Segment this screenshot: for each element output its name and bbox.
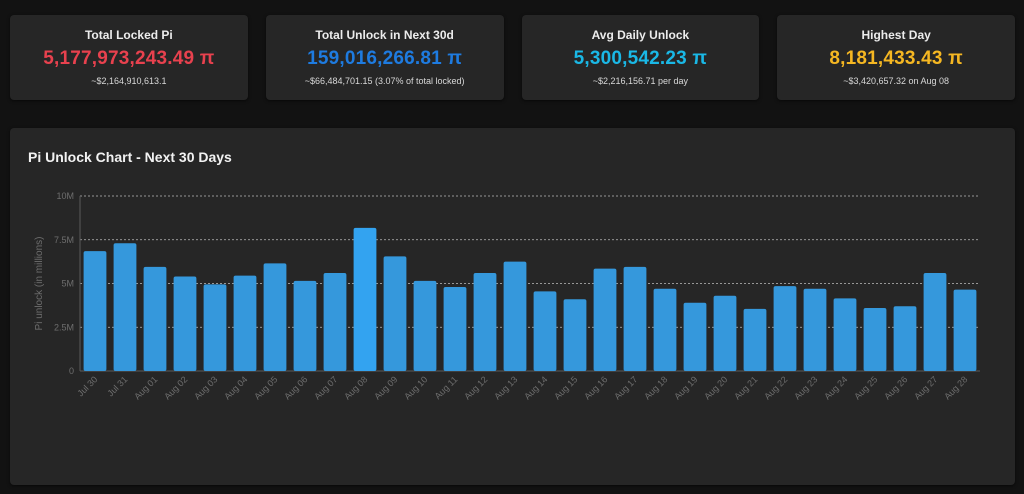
card-value: 5,300,542.23 π xyxy=(573,48,708,69)
bar xyxy=(323,273,347,371)
y-tick-label: 5M xyxy=(61,279,74,289)
bar xyxy=(563,299,587,371)
y-tick-label: 2.5M xyxy=(54,322,74,332)
bar xyxy=(713,295,737,371)
bar xyxy=(863,308,887,371)
x-tick-label: Aug 28 xyxy=(942,374,969,401)
card-title: Highest Day xyxy=(861,28,931,42)
bar xyxy=(113,243,137,371)
bar xyxy=(653,288,677,371)
card-value: 8,181,433.43 π xyxy=(829,48,963,69)
x-tick-label: Aug 01 xyxy=(132,374,159,401)
bar xyxy=(593,268,617,371)
y-tick-label: 0 xyxy=(69,366,74,376)
card-total-unlock-30d: Total Unlock in Next 30d 159,016,266.81 … xyxy=(265,15,504,100)
summary-cards: Total Locked Pi 5,177,973,243.49 π ~$2,1… xyxy=(10,15,1015,100)
x-tick-label: Aug 25 xyxy=(852,374,879,401)
x-tick-label: Aug 27 xyxy=(912,374,939,401)
bar xyxy=(833,298,857,371)
x-tick-label: Aug 16 xyxy=(582,374,609,401)
x-tick-label: Aug 20 xyxy=(702,374,729,401)
bar xyxy=(83,251,107,371)
x-tick-label: Aug 17 xyxy=(612,374,639,401)
x-tick-label: Aug 09 xyxy=(372,374,399,401)
x-tick-label: Aug 02 xyxy=(162,374,189,401)
x-tick-label: Aug 11 xyxy=(433,374,460,401)
bar xyxy=(893,306,917,371)
card-value: 159,016,266.81 π xyxy=(307,48,463,69)
bar xyxy=(203,284,227,371)
card-title: Total Unlock in Next 30d xyxy=(315,28,454,42)
bar xyxy=(743,308,767,371)
bar xyxy=(773,286,797,371)
bar xyxy=(953,289,977,371)
card-subtext: ~$2,216,156.71 per day xyxy=(592,76,689,86)
x-tick-label: Aug 05 xyxy=(252,374,279,401)
bar xyxy=(233,275,257,371)
x-tick-label: Aug 03 xyxy=(192,374,219,401)
bar xyxy=(173,276,197,371)
x-tick-label: Aug 18 xyxy=(642,374,669,401)
card-subtext: ~$3,420,657.32 on Aug 08 xyxy=(843,76,950,86)
bar xyxy=(683,302,707,371)
x-tick-label: Aug 23 xyxy=(792,374,819,401)
chart-panel: Pi Unlock Chart - Next 30 Days 0 2.5M 5M 7.… xyxy=(10,128,1015,485)
x-tick-label: Aug 13 xyxy=(492,374,519,401)
bar xyxy=(383,256,407,371)
card-highest-day: Highest Day 8,181,433.43 π ~$3,420,657.3… xyxy=(777,15,1015,100)
y-tick-label: 10M xyxy=(56,191,74,201)
x-tick-label: Jul 31 xyxy=(105,374,129,398)
bar xyxy=(803,288,827,371)
bar xyxy=(533,291,557,371)
card-subtext: ~$66,484,701.15 (3.07% of total locked) xyxy=(304,76,465,86)
x-tick-label: Aug 06 xyxy=(282,374,309,401)
card-title: Avg Daily Unlock xyxy=(591,28,690,42)
x-tick-label: Aug 12 xyxy=(462,374,489,401)
card-avg-daily-unlock: Avg Daily Unlock 5,300,542.23 π ~$2,216,… xyxy=(521,15,760,100)
bar xyxy=(353,227,377,371)
bar xyxy=(473,273,497,371)
bar xyxy=(413,280,437,371)
card-title: Total Locked Pi xyxy=(84,28,173,42)
card-subtext: ~$2,164,910,613.1 xyxy=(91,76,167,86)
x-tick-label: Aug 24 xyxy=(822,374,849,401)
bar xyxy=(143,266,167,371)
bar xyxy=(293,280,317,371)
x-tick-label: Aug 10 xyxy=(402,374,429,401)
x-tick-label: Aug 08 xyxy=(342,374,369,401)
unlock-bar-chart: 0 2.5M 5M 7.5M 10M Pi unlock (in millions) Jul… xyxy=(34,191,980,402)
x-tick-label: Aug 22 xyxy=(762,374,789,401)
chart-title: Pi Unlock Chart - Next 30 Days xyxy=(28,149,232,165)
x-tick-label: Aug 19 xyxy=(672,374,699,401)
x-tick-label: Jul 30 xyxy=(75,374,99,398)
y-tick-label: 7.5M xyxy=(54,235,74,245)
x-tick-label: Aug 21 xyxy=(732,374,759,401)
x-tick-label: Aug 14 xyxy=(522,374,549,401)
bar xyxy=(503,261,527,371)
bar xyxy=(443,287,467,371)
card-total-locked: Total Locked Pi 5,177,973,243.49 π ~$2,1… xyxy=(10,15,248,100)
x-tick-label: Aug 15 xyxy=(552,374,579,401)
bar xyxy=(923,273,947,371)
x-tick-label: Aug 07 xyxy=(312,374,339,401)
x-tick-label: Aug 04 xyxy=(222,374,249,401)
bar xyxy=(263,263,287,371)
x-tick-label: Aug 26 xyxy=(882,374,909,401)
bar xyxy=(623,266,647,371)
y-axis-label: Pi unlock (in millions) xyxy=(34,237,45,331)
card-value: 5,177,973,243.49 π xyxy=(43,48,215,69)
